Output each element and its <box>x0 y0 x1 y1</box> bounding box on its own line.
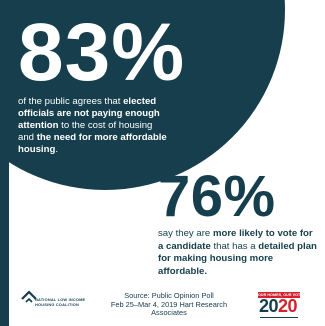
campaign-2020-logo: OUR HOMES, OUR VOTES 2020 <box>258 292 308 322</box>
nlihc-logo: NATIONAL LOW INCOME HOUSING COALITION <box>19 289 99 317</box>
nlihc-logo-text: NATIONAL LOW INCOME HOUSING COALITION <box>35 297 86 308</box>
stat-76-block: 76% say they are more likely to vote for… <box>158 168 323 278</box>
campaign-underline-mark <box>260 317 298 318</box>
stat-83-number: 83% <box>18 7 186 98</box>
campaign-year: 2020 <box>259 296 298 316</box>
stat-83-description: of the public agrees that elected offici… <box>18 96 167 155</box>
stat-76-number: 76% <box>158 164 276 229</box>
left-edge-strip <box>0 0 9 326</box>
house-logo-icon <box>21 290 37 303</box>
campaign-banner: OUR HOMES, OUR VOTES <box>258 292 300 298</box>
stat-83-block: 83% of the public agrees that elected of… <box>18 7 186 156</box>
stat-76-description: say they are more likely to vote for a c… <box>158 228 317 277</box>
source-citation: Source: Public Opinion Poll Feb 25–Mar 4… <box>110 291 228 318</box>
